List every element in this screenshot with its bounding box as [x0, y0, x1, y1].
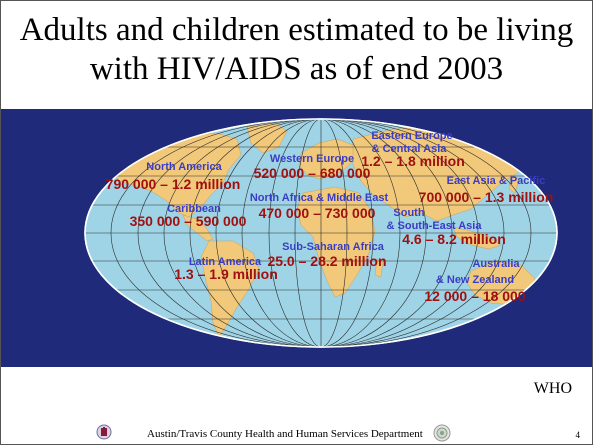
region-name-caribbean: Caribbean — [167, 203, 221, 215]
region-name-eastern-europe-line2: & Central Asia — [372, 143, 448, 155]
region-value-latin-america: 1.3 – 1.9 million — [174, 266, 278, 282]
region-value-south-asia: 4.6 – 8.2 million — [402, 231, 506, 247]
landmass-africa — [296, 186, 376, 298]
region-value-western-europe: 520 000 – 680 000 — [254, 165, 371, 181]
landmass-south-america — [200, 240, 260, 338]
world-map: North America 790 000 – 1.2 million Cari… — [84, 118, 558, 348]
city-seal-logo — [433, 424, 451, 447]
title-line-1: Adults and children estimated to be livi… — [19, 12, 574, 48]
landmass-new-zealand — [540, 304, 552, 322]
region-value-australia: 12 000 – 18 000 — [424, 288, 525, 304]
map-panel: North America 790 000 – 1.2 million Cari… — [1, 109, 592, 367]
landmass-japan — [508, 174, 520, 194]
page-number: 4 — [575, 430, 581, 440]
region-value-sub-saharan-africa: 25.0 – 28.2 million — [267, 253, 386, 269]
landmass-madagascar — [374, 258, 384, 278]
footer-department: Austin/Travis County Health and Human Se… — [147, 428, 423, 440]
county-seal-logo — [96, 424, 112, 445]
region-name-south-asia-line1: South — [393, 207, 424, 219]
region-value-north-africa-middle-east: 470 000 – 730 000 — [259, 205, 376, 221]
landmass-southeast-asia — [452, 226, 502, 250]
title-line-2: with HIV/AIDS as of end 2003 — [89, 51, 504, 87]
region-value-eastern-europe: 1.2 – 1.8 million — [361, 153, 465, 169]
region-name-sub-saharan-africa: Sub-Saharan Africa — [282, 241, 385, 253]
source-label: WHO — [533, 380, 572, 397]
region-name-australia-line2: & New Zealand — [436, 274, 514, 286]
region-value-north-america: 790 000 – 1.2 million — [106, 176, 241, 192]
region-name-latin-america: Latin America — [189, 256, 262, 268]
region-name-north-africa-middle-east: North Africa & Middle East — [250, 192, 389, 204]
region-name-south-asia-line2: & South-East Asia — [387, 220, 483, 232]
footer: Austin/Travis County Health and Human Se… — [1, 424, 592, 444]
graticule-meridians — [110, 119, 532, 347]
region-name-western-europe: Western Europe — [270, 153, 354, 165]
region-name-australia-line1: Australia — [472, 258, 520, 270]
slide-title: Adults and children estimated to be livi… — [1, 11, 592, 89]
region-name-eastern-europe-line1: Eastern Europe — [371, 130, 452, 142]
region-name-east-asia-pacific: East Asia & Pacific — [447, 175, 546, 187]
region-name-north-america: North America — [146, 161, 222, 173]
region-value-east-asia-pacific: 700 000 – 1.3 million — [419, 189, 554, 205]
region-value-caribbean: 350 000 – 590 000 — [130, 213, 247, 229]
